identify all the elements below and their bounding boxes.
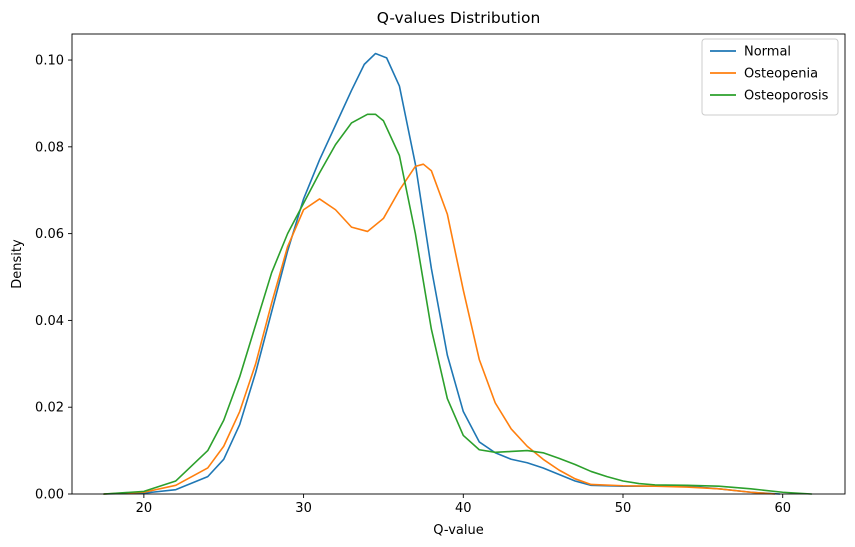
x-tick-label: 50	[615, 501, 632, 516]
x-axis-label: Q-value	[433, 523, 483, 538]
legend-box	[701, 38, 839, 116]
y-tick-label: 0.06	[35, 227, 64, 242]
x-tick-label: 60	[774, 501, 791, 516]
x-tick-label: 40	[455, 501, 472, 516]
x-tick-label: 30	[295, 501, 312, 516]
y-tick-label: 0.00	[35, 488, 64, 503]
series-line-osteoporosis	[103, 113, 813, 495]
y-tick-label: 0.02	[35, 401, 64, 416]
legend-label-osteoporosis: Osteoporosis	[744, 89, 829, 104]
plot-frame	[71, 33, 846, 495]
y-tick-label: 0.10	[35, 54, 64, 69]
series-line-osteopenia	[103, 163, 776, 495]
y-axis-label: Density	[10, 239, 25, 289]
y-axis-ticks: 0.00 0.02 0.04 0.06 0.08 0.10	[35, 54, 72, 503]
x-axis-ticks: 20 30 40 50 60	[136, 494, 791, 516]
legend: Normal Osteopenia Osteoporosis	[701, 38, 839, 116]
legend-label-normal: Normal	[744, 45, 791, 60]
chart-title: Q-values Distribution	[377, 9, 541, 27]
y-tick-label: 0.08	[35, 140, 64, 155]
legend-label-osteopenia: Osteopenia	[744, 67, 818, 82]
x-tick-label: 20	[136, 501, 153, 516]
y-tick-label: 0.04	[35, 314, 64, 329]
plot-area	[71, 33, 846, 495]
